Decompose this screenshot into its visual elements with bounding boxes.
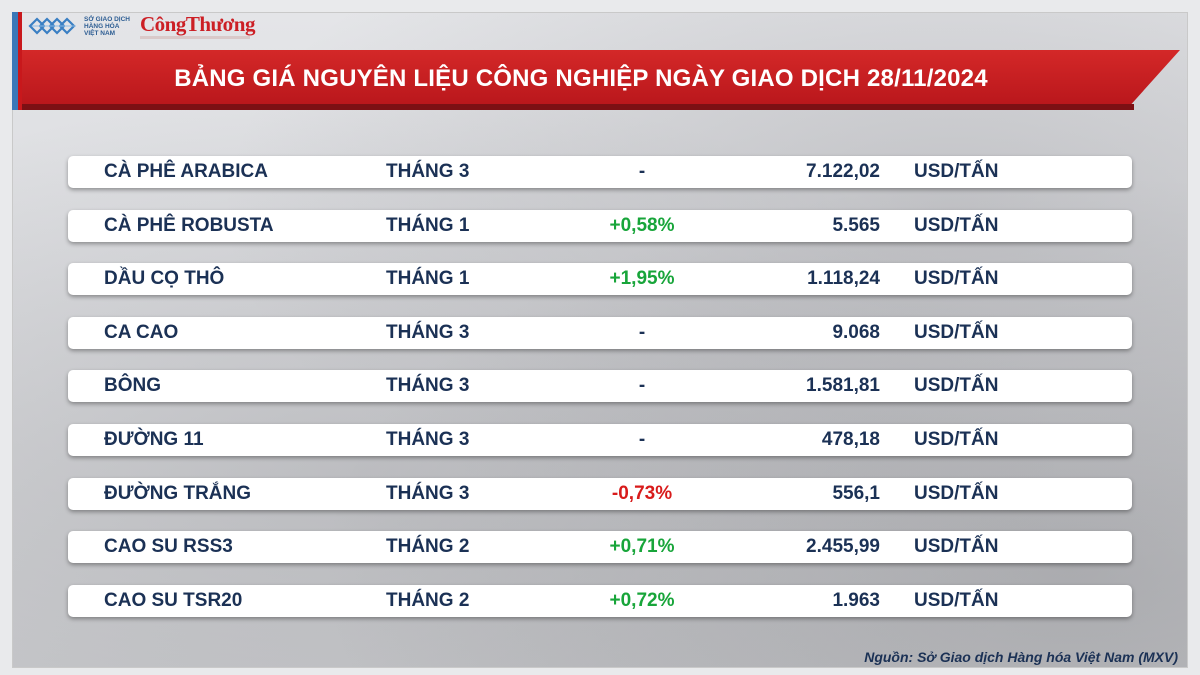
header-logos: SỞ GIAO DỊCH HÀNG HÓA VIỆT NAM CôngThươn… xyxy=(28,6,268,46)
price-change: +1,95% xyxy=(609,268,675,290)
contract-month: THÁNG 3 xyxy=(386,161,470,182)
table-row: DẦU CỌ THÔ THÁNG 1 +1,95% 1.118,24 USD/TẤN xyxy=(68,263,1132,296)
price-change: +0,71% xyxy=(609,536,675,558)
price-value: 478,18 xyxy=(821,428,880,450)
commodity-name: CAO SU TSR20 xyxy=(104,589,243,611)
price-value: 9.068 xyxy=(832,321,880,343)
price-value: 1.581,81 xyxy=(806,375,880,397)
price-value: 556,1 xyxy=(832,482,880,504)
mxv-logo-text: SỞ GIAO DỊCH HÀNG HÓA VIỆT NAM xyxy=(84,16,136,37)
price-value: 2.455,99 xyxy=(806,536,880,558)
price-unit: USD/TẤN xyxy=(914,321,999,343)
mxv-logo-line3: VIỆT NAM xyxy=(84,29,116,37)
table-row: CÀ PHÊ ROBUSTA THÁNG 1 +0,58% 5.565 USD/TẤN xyxy=(68,209,1132,242)
contract-month: THÁNG 3 xyxy=(386,428,470,450)
price-change: -0,73% xyxy=(611,482,673,504)
commodity-name: ĐƯỜNG TRẮNG xyxy=(104,482,252,504)
contract-month: THÁNG 3 xyxy=(386,375,470,397)
accent-bar-red xyxy=(18,12,22,110)
table-row: CÀ PHÊ ARABICA THÁNG 3 - 7.122,02 USD/TẤN xyxy=(68,156,1132,188)
price-table: CÀ PHÊ ARABICA THÁNG 3-7.122,02 USD/TẤN CÀ … xyxy=(68,156,1132,638)
price-unit: USD/TẤN xyxy=(914,268,999,290)
congthuong-logo-underline xyxy=(140,36,250,39)
price-change: - xyxy=(638,321,646,343)
contract-month: THÁNG 1 xyxy=(386,214,470,236)
table-row: CAO SU TSR20 THÁNG 2 +0,72% 1.963 USD/TẤN xyxy=(68,584,1132,617)
price-value: 7.122,02 xyxy=(806,161,880,182)
price-unit: USD/TẤN xyxy=(914,482,999,504)
price-change: - xyxy=(638,161,646,182)
price-value: 1.118,24 xyxy=(807,268,880,290)
price-unit: USD/TẤN xyxy=(914,536,999,558)
commodity-name: BÔNG xyxy=(104,375,161,397)
mxv-logo-icon xyxy=(28,13,80,39)
title-banner xyxy=(22,50,1180,108)
contract-month: THÁNG 2 xyxy=(386,536,470,558)
mxv-logo-line2: HÀNG HÓA xyxy=(84,22,120,30)
contract-month: THÁNG 1 xyxy=(386,268,470,290)
congthuong-logo: CôngThương xyxy=(140,13,255,39)
price-unit: USD/TẤN xyxy=(914,428,999,450)
table-row: ĐƯỜNG 11 THÁNG 3 - 478,18 USD/TẤN xyxy=(68,423,1132,456)
commodity-name: CAO SU RSS3 xyxy=(104,536,233,558)
commodity-name: DẦU CỌ THÔ xyxy=(104,268,225,290)
congthuong-logo-text: CôngThương xyxy=(140,12,255,36)
price-unit: USD/TẤN xyxy=(914,589,999,611)
price-change: +0,58% xyxy=(609,214,675,236)
price-value: 5.565 xyxy=(832,214,880,236)
commodity-name: CA CAO xyxy=(104,321,179,343)
page-title: BẢNG GIÁ NGUYÊN LIỆU CÔNG NGHIỆP NGÀY GI… xyxy=(174,65,988,92)
price-unit: USD/TẤN xyxy=(914,161,999,182)
price-change: - xyxy=(638,375,646,397)
title-banner-shadow xyxy=(22,104,1134,110)
accent-bar-blue xyxy=(12,12,18,110)
price-unit: USD/TẤN xyxy=(914,214,999,236)
commodity-name: CÀ PHÊ ROBUSTA xyxy=(104,214,274,236)
price-change: +0,72% xyxy=(609,589,675,611)
contract-month: THÁNG 3 xyxy=(386,482,470,504)
table-row: BÔNG THÁNG 3 - 1.581,81 USD/TẤN xyxy=(68,370,1132,403)
price-change: - xyxy=(638,428,646,450)
table-row: ĐƯỜNG TRẮNG THÁNG 3 -0,73% 556,1 USD/TẤN xyxy=(68,477,1132,510)
price-unit: USD/TẤN xyxy=(914,375,999,397)
source-note: Nguồn: Sở Giao dịch Hàng hóa Việt Nam (M… xyxy=(864,649,1178,665)
table-row: CA CAO THÁNG 3 - 9.068 USD/TẤN xyxy=(68,316,1132,349)
commodity-name: ĐƯỜNG 11 xyxy=(104,428,204,450)
contract-month: THÁNG 3 xyxy=(386,321,470,343)
mxv-logo-line1: SỞ GIAO DỊCH xyxy=(84,15,130,23)
commodity-name: CÀ PHÊ ARABICA xyxy=(104,161,268,182)
table-row: CAO SU RSS3 THÁNG 2 +0,71% 2.455,99 USD/TẤN xyxy=(68,531,1132,564)
price-value: 1.963 xyxy=(832,589,880,611)
contract-month: THÁNG 2 xyxy=(386,589,470,611)
